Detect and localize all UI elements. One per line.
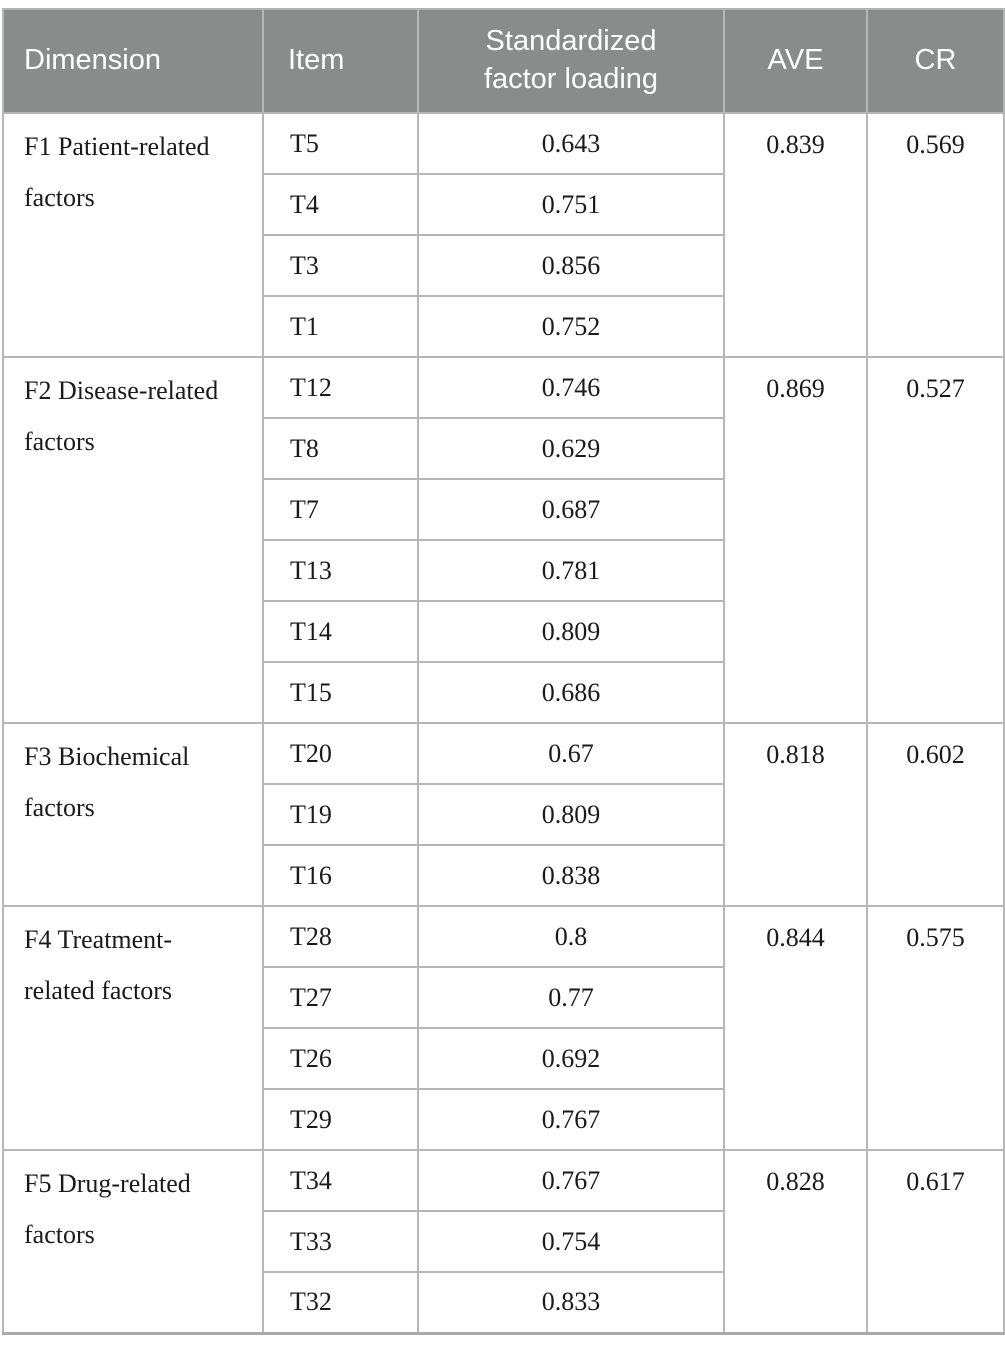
cr-cell: 0.602 [866,722,1005,907]
table-row: T26 0.692 [3,1027,1004,1090]
item-cell: T15 [262,661,419,724]
dimension-cell: F5 Drug-related factors [2,1149,264,1334]
table-row: T3 0.856 [3,234,1004,297]
loading-cell: 0.686 [417,661,725,724]
ave-cell: 0.818 [723,722,868,907]
table-row: T19 0.809 [3,783,1004,846]
loading-cell: 0.809 [417,783,725,846]
dimension-cell: F4 Treatment-related factors [2,905,264,1151]
cr-cell: 0.569 [866,112,1005,358]
ave-cell: 0.869 [723,356,868,724]
table-row: F1 Patient-related factors T5 0.643 0.83… [2,112,1005,358]
table-row: F4 Treatment-related factors T28 0.8 0.8… [2,905,1005,1151]
loading-cell: 0.838 [417,844,725,907]
table-row: T27 0.77 [3,966,1004,1029]
loading-cell: 0.781 [417,539,725,602]
item-cell: T28 [262,905,419,968]
table-row: F5 Drug-related factors T34 0.767 0.828 … [2,1149,1005,1334]
table-row: T15 0.686 [3,661,1004,724]
item-cell: T26 [262,1027,419,1090]
ave-cell: 0.844 [723,905,868,1151]
item-cell: T8 [262,417,419,480]
item-cell: T19 [262,783,419,846]
table-row: T14 0.809 [3,600,1004,663]
table-row: T16 0.838 [3,844,1004,907]
loading-cell: 0.643 [417,112,725,175]
ave-cell: 0.839 [723,112,868,358]
item-cell: T16 [262,844,419,907]
item-cell: T3 [262,234,419,297]
table-row: F3 Biochemical factors T20 0.67 0.818 0.… [2,722,1005,907]
ave-cell: 0.828 [723,1149,868,1334]
table-row: T4 0.751 [3,173,1004,236]
column-header-dimension: Dimension [2,9,264,114]
loading-cell: 0.767 [417,1149,725,1212]
cr-cell: 0.527 [866,356,1005,724]
cfa-results-table: Dimension Item Standardized factor loadi… [2,8,1005,1335]
loading-cell: 0.67 [417,722,725,785]
loading-cell: 0.767 [417,1088,725,1151]
table-header: Dimension Item Standardized factor loadi… [2,9,1005,114]
item-cell: T7 [262,478,419,541]
loading-cell: 0.752 [417,295,725,358]
item-cell: T14 [262,600,419,663]
table-row: T29 0.767 [3,1088,1004,1151]
group-f2: F2 Disease-related factors T12 0.746 0.8… [2,356,1005,724]
item-cell: T13 [262,539,419,602]
item-cell: T5 [262,112,419,175]
item-cell: T29 [262,1088,419,1151]
table-row: T8 0.629 [3,417,1004,480]
header-row: Dimension Item Standardized factor loadi… [2,9,1005,114]
cr-cell: 0.617 [866,1149,1005,1334]
group-f1: F1 Patient-related factors T5 0.643 0.83… [2,112,1005,358]
column-header-ave: AVE [723,9,868,114]
dimension-cell: F1 Patient-related factors [2,112,264,358]
table-row: T33 0.754 [3,1210,1004,1273]
cr-cell: 0.575 [866,905,1005,1151]
item-cell: T4 [262,173,419,236]
loading-cell: 0.8 [417,905,725,968]
loading-cell: 0.809 [417,600,725,663]
item-cell: T20 [262,722,419,785]
table-row: T32 0.833 [3,1271,1004,1334]
table-row: T7 0.687 [3,478,1004,541]
loading-cell: 0.687 [417,478,725,541]
column-header-item: Item [262,9,419,114]
item-cell: T32 [262,1271,419,1334]
group-f4: F4 Treatment-related factors T28 0.8 0.8… [2,905,1005,1151]
item-cell: T1 [262,295,419,358]
loading-cell: 0.629 [417,417,725,480]
loading-cell: 0.751 [417,173,725,236]
table-row: T13 0.781 [3,539,1004,602]
group-f3: F3 Biochemical factors T20 0.67 0.818 0.… [2,722,1005,907]
dimension-cell: F3 Biochemical factors [2,722,264,907]
item-cell: T33 [262,1210,419,1273]
item-cell: T27 [262,966,419,1029]
loading-cell: 0.856 [417,234,725,297]
loading-cell: 0.77 [417,966,725,1029]
group-f5: F5 Drug-related factors T34 0.767 0.828 … [2,1149,1005,1334]
item-cell: T34 [262,1149,419,1212]
column-header-loading: Standardized factor loading [417,9,725,114]
loading-cell: 0.746 [417,356,725,419]
dimension-cell: F2 Disease-related factors [2,356,264,724]
table-row: T1 0.752 [3,295,1004,358]
column-header-cr: CR [866,9,1005,114]
loading-cell: 0.754 [417,1210,725,1273]
table-row: F2 Disease-related factors T12 0.746 0.8… [2,356,1005,724]
loading-cell: 0.833 [417,1271,725,1334]
item-cell: T12 [262,356,419,419]
loading-cell: 0.692 [417,1027,725,1090]
